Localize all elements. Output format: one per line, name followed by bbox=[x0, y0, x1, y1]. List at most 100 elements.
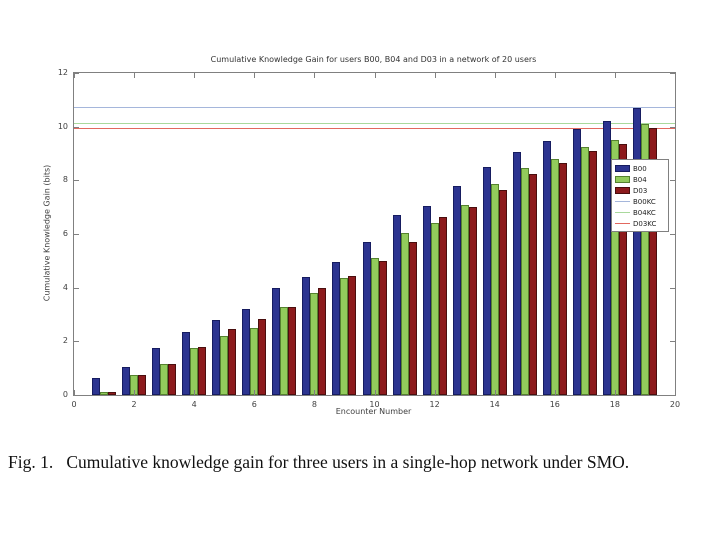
bar-b04-12 bbox=[430, 223, 439, 395]
bar-b00-2 bbox=[122, 366, 131, 395]
legend-swatch-b00 bbox=[615, 165, 630, 172]
bar-b00-3 bbox=[152, 348, 161, 395]
x-tick-label: 16 bbox=[549, 400, 560, 409]
bar-b04-4 bbox=[190, 348, 199, 395]
bar-b04-15 bbox=[520, 168, 529, 395]
bar-b04-1 bbox=[100, 392, 109, 395]
kc-line-d03kc bbox=[74, 128, 675, 129]
x-tick bbox=[554, 390, 556, 395]
bar-d03-7 bbox=[288, 306, 297, 395]
bar-d03-13 bbox=[468, 207, 477, 395]
figure-caption: Fig. 1. Cumulative knowledge gain for th… bbox=[8, 452, 630, 472]
bar-b04-11 bbox=[400, 232, 409, 395]
bar-b04-13 bbox=[460, 204, 469, 395]
bar-b00-11 bbox=[392, 215, 401, 395]
chart-title: Cumulative Knowledge Gain for users B00,… bbox=[210, 55, 537, 64]
y-tick-label: 10 bbox=[57, 121, 68, 131]
legend-entry-d03: D03 bbox=[615, 185, 665, 196]
y-tick bbox=[74, 287, 79, 289]
bar-b04-10 bbox=[370, 258, 379, 395]
x-tick bbox=[314, 73, 316, 78]
legend-swatch-d03kc bbox=[615, 223, 630, 224]
legend-swatch-d03 bbox=[615, 187, 630, 194]
bar-d03-15 bbox=[528, 173, 537, 395]
bar-d03-11 bbox=[408, 242, 417, 395]
y-tick bbox=[74, 180, 79, 182]
legend-label: B04KC bbox=[633, 208, 656, 217]
bar-b04-14 bbox=[490, 184, 499, 395]
bar-b04-9 bbox=[340, 278, 349, 395]
bar-b04-19 bbox=[640, 124, 649, 395]
x-tick-label: 18 bbox=[609, 400, 620, 409]
bar-d03-12 bbox=[438, 216, 447, 395]
y-tick bbox=[74, 395, 79, 396]
bar-b00-13 bbox=[452, 185, 461, 395]
y-tick-label: 0 bbox=[62, 390, 68, 399]
y-tick-label: 2 bbox=[62, 336, 68, 346]
bar-d03-3 bbox=[168, 364, 177, 395]
x-tick bbox=[494, 73, 496, 78]
x-tick bbox=[374, 73, 376, 78]
y-tick bbox=[670, 73, 675, 74]
bar-d03-2 bbox=[138, 374, 147, 395]
x-tick bbox=[494, 390, 496, 395]
y-tick-label: 12 bbox=[57, 68, 68, 77]
bar-d03-6 bbox=[258, 318, 267, 395]
bar-b00-9 bbox=[332, 262, 341, 395]
bar-b04-6 bbox=[250, 327, 259, 395]
y-tick-label: 4 bbox=[62, 282, 68, 292]
x-tick-label: 20 bbox=[669, 400, 681, 409]
legend-entry-b04: B04 bbox=[615, 174, 665, 185]
x-tick bbox=[254, 73, 256, 78]
bar-d03-4 bbox=[198, 346, 207, 395]
bar-d03-16 bbox=[558, 162, 567, 395]
bar-b04-7 bbox=[280, 306, 289, 395]
x-tick bbox=[74, 390, 75, 395]
bar-d03-10 bbox=[378, 260, 387, 395]
y-tick bbox=[670, 126, 675, 128]
bar-d03-9 bbox=[348, 275, 357, 395]
x-tick bbox=[134, 73, 136, 78]
x-tick bbox=[254, 390, 256, 395]
y-tick bbox=[74, 73, 79, 74]
x-tick bbox=[554, 73, 556, 78]
legend-swatch-b04kc bbox=[615, 212, 630, 213]
bar-d03-19 bbox=[648, 128, 657, 395]
kc-line-b04kc bbox=[74, 122, 675, 124]
legend-entry-d03kc: D03KC bbox=[615, 218, 665, 229]
legend-label: B00KC bbox=[633, 197, 656, 206]
legend-entry-b04kc: B04KC bbox=[615, 207, 665, 218]
x-tick bbox=[194, 390, 196, 395]
bar-b04-3 bbox=[160, 364, 169, 395]
legend-label: D03 bbox=[633, 186, 648, 195]
legend-entry-b00: B00 bbox=[615, 163, 665, 174]
bar-b00-18 bbox=[602, 121, 611, 395]
y-tick bbox=[74, 126, 79, 128]
bar-d03-14 bbox=[498, 189, 507, 395]
x-tick-label: 8 bbox=[311, 400, 317, 409]
legend-swatch-b00kc bbox=[615, 201, 630, 202]
x-tick bbox=[314, 390, 316, 395]
x-tick bbox=[74, 73, 75, 78]
x-tick-label: 10 bbox=[369, 400, 380, 409]
bar-d03-1 bbox=[108, 392, 116, 395]
figure-chart: Cumulative Knowledge Gain for users B00,… bbox=[43, 55, 681, 416]
x-tick bbox=[434, 390, 436, 395]
bar-d03-17 bbox=[588, 150, 597, 395]
x-tick-label: 4 bbox=[191, 400, 197, 409]
legend-swatch-b04 bbox=[615, 176, 630, 183]
bar-b00-15 bbox=[512, 152, 521, 395]
legend-label: B04 bbox=[633, 175, 647, 184]
bar-b00-8 bbox=[302, 276, 311, 395]
legend-label: B00 bbox=[633, 164, 647, 173]
legend-label: D03KC bbox=[633, 219, 657, 228]
bar-b00-10 bbox=[362, 242, 371, 395]
bar-b00-12 bbox=[422, 205, 431, 395]
bar-b00-7 bbox=[272, 287, 281, 395]
x-tick-label: 12 bbox=[429, 400, 440, 409]
x-tick-label: 14 bbox=[489, 400, 500, 409]
y-tick bbox=[670, 341, 675, 343]
x-tick bbox=[614, 73, 616, 78]
x-tick bbox=[614, 390, 616, 395]
